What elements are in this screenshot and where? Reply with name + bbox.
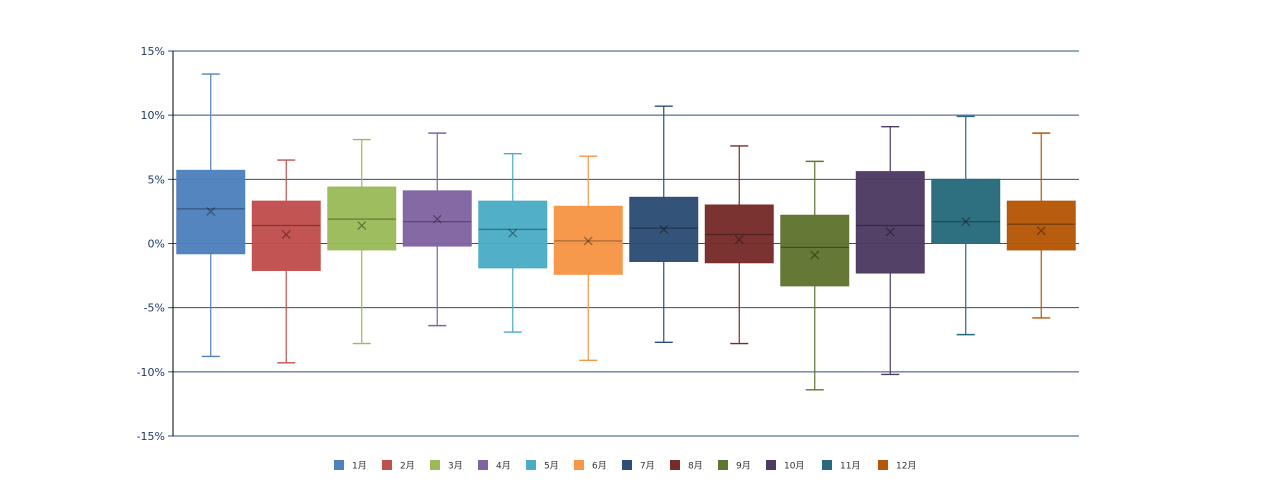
legend-swatch [478,460,488,470]
box-iqr [402,190,472,247]
mean-marker [281,230,291,239]
legend-label: 7月 [640,461,655,472]
legend-swatch [334,460,344,470]
mean-marker [508,228,518,238]
y-tick-label: -15% [137,430,165,443]
legend-label: 3月 [448,461,463,472]
mean-marker [810,250,820,260]
legend-swatch [670,460,680,470]
legend-swatch [622,460,632,470]
legend-label: 5月 [544,461,559,472]
legend-swatch [430,460,440,470]
legend-label: 8月 [688,461,703,472]
legend-label: 4月 [496,461,511,472]
box-iqr [1006,200,1076,251]
legend-swatch [878,460,888,470]
legend-label: 2月 [400,461,415,472]
mean-marker [961,217,971,227]
box-iqr [629,196,699,262]
box-iqr [251,200,321,271]
mean-marker [583,236,593,246]
legend-swatch [822,460,832,470]
box-iqr [780,214,850,287]
legend-swatch [526,460,536,470]
box-iqr [704,204,774,264]
legend-label: 10月 [784,461,804,472]
y-tick-label: -10% [137,366,165,379]
legend-swatch [574,460,584,470]
mean-marker [1036,226,1046,236]
y-tick-label: 10% [141,109,165,122]
mean-marker [659,224,669,234]
legend-swatch [382,460,392,470]
legend-label: 9月 [736,461,751,472]
box-iqr [553,205,623,275]
legend-label: 11月 [840,461,860,472]
mean-marker [206,206,216,216]
mean-marker [357,221,367,230]
mean-marker [432,214,442,224]
y-tick-label: -5% [144,302,165,315]
box-iqr [855,171,925,274]
legend-label: 12月 [896,461,916,472]
mean-marker [734,235,744,245]
mean-marker [885,227,895,237]
y-tick-label: 15% [141,45,165,58]
legend-label: 1月 [352,461,367,472]
y-tick-label: 0% [148,238,165,251]
box-iqr [931,178,1001,244]
box-iqr [327,186,397,251]
legend-swatch [718,460,728,470]
legend-label: 6月 [592,461,607,472]
legend-swatch [766,460,776,470]
box-iqr [478,200,548,269]
box-iqr [176,169,246,255]
y-tick-label: 5% [148,173,165,186]
